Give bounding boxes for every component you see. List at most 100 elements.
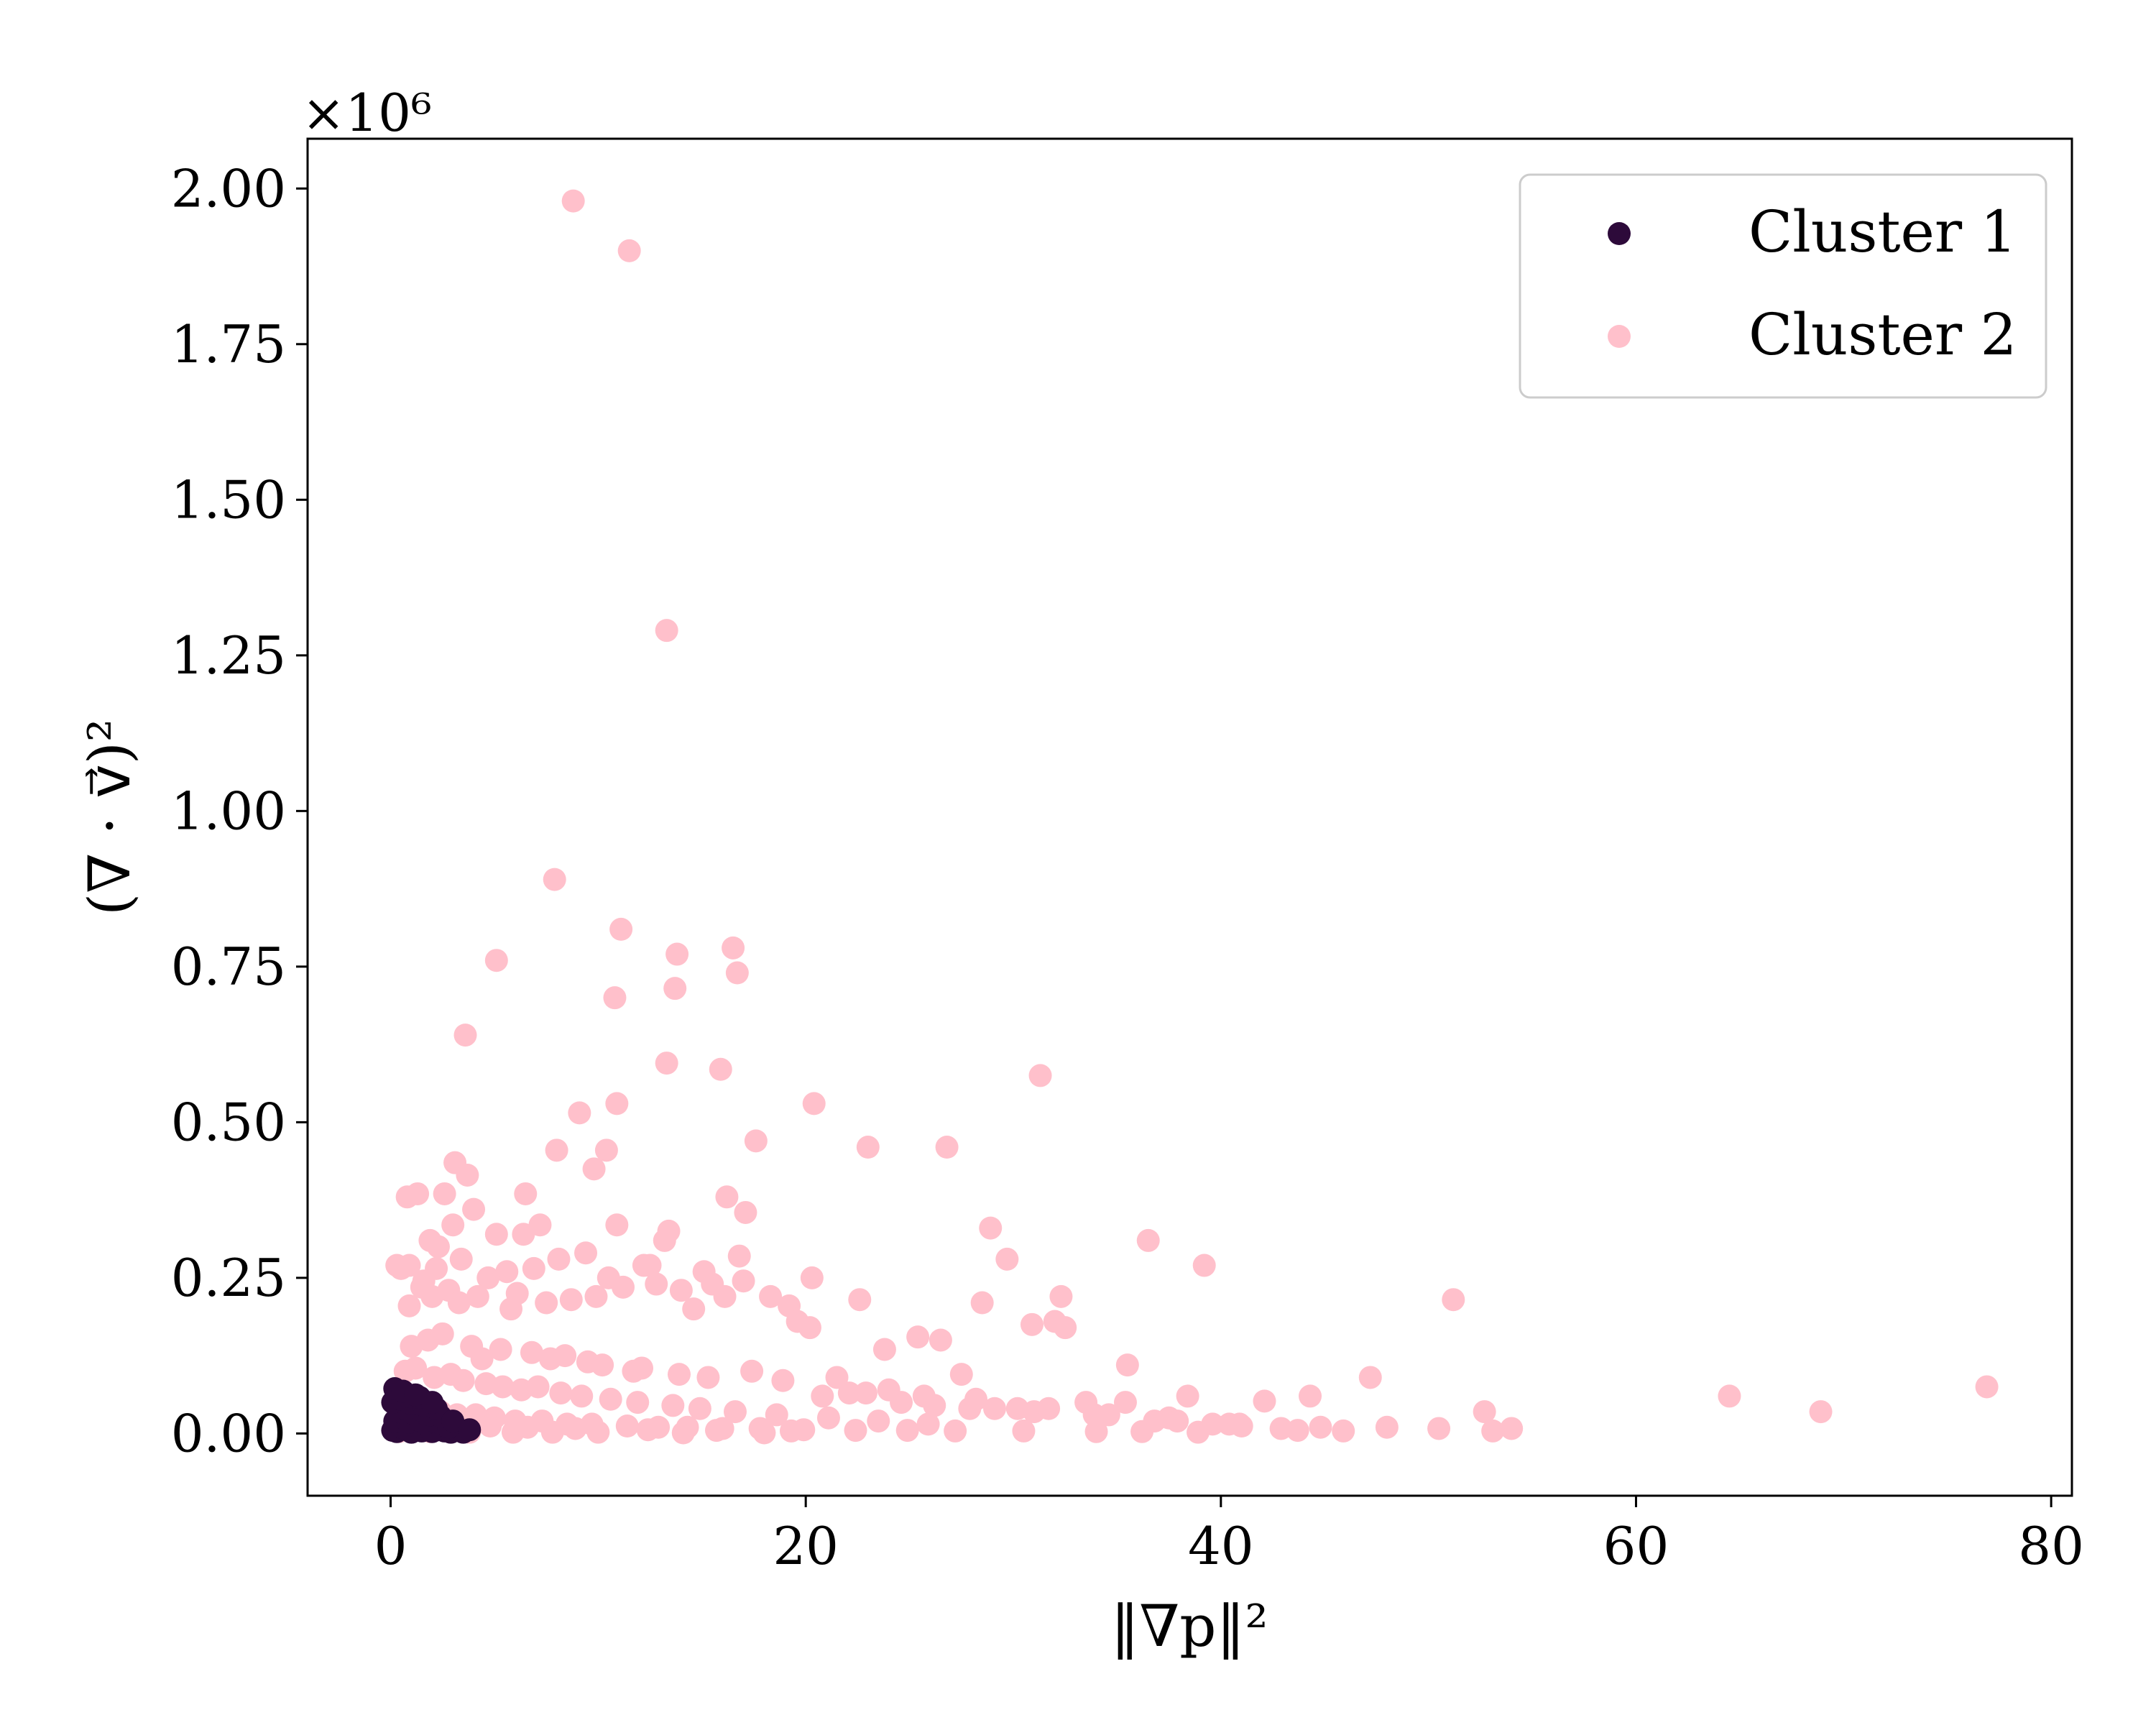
scatter-point-cluster-2 [709,1057,732,1081]
scatter-point-cluster-2 [1176,1384,1199,1408]
scatter-point-cluster-2 [1097,1403,1120,1427]
scatter-point-cluster-2 [723,1400,747,1424]
scatter-point-cluster-2 [406,1182,430,1205]
scatter-point-cluster-2 [867,1409,890,1433]
scatter-point-cluster-2 [512,1223,535,1246]
scatter-point-cluster-2 [688,1397,711,1420]
plot-frame [306,137,2073,1497]
y-tick-label: 1.25 [171,625,286,686]
scatter-point-cluster-2 [476,1266,500,1289]
scatter-point-cluster-2 [547,1247,571,1271]
scatter-point-cluster-2 [441,1213,465,1237]
scatter-point-cluster-2 [495,1260,519,1284]
scatter-point-cluster-2 [626,1391,650,1414]
scatter-point-cluster-2 [935,1136,959,1159]
scatter-point-cluster-2 [630,1356,654,1380]
scatter-point-cluster-2 [983,1397,1007,1420]
scatter-point-cluster-2 [848,1288,872,1312]
scatter-point-cluster-2 [655,619,678,643]
scatter-point-cluster-2 [655,1052,678,1075]
scatter-point-cluster-2 [964,1387,988,1411]
scatter-point-cluster-2 [929,1328,952,1352]
scatter-point-cluster-2 [1192,1254,1216,1277]
scatter-point-cluster-2 [759,1284,783,1308]
scatter-point-cluster-2 [484,949,508,972]
legend-marker-cluster-2 [1608,325,1631,348]
scatter-point-cluster-2 [1020,1312,1044,1336]
scatter-point-cluster-2 [800,1266,824,1289]
scatter-point-cluster-2 [682,1297,706,1321]
scatter-point-cluster-2 [1269,1417,1293,1440]
scatter-point-cluster-2 [825,1366,849,1389]
scatter-point-cluster-2 [725,961,749,985]
scatter-point-cluster-2 [856,1136,880,1159]
scatter-point-cluster-2 [568,1101,591,1125]
scatter-point-cluster-2 [612,1275,635,1299]
scatter-point-cluster-2 [752,1421,776,1445]
scatter-point-cluster-2 [489,1338,512,1361]
scatter-point-cluster-2 [645,1272,668,1296]
scatter-point-cluster-2 [837,1381,861,1405]
y-tick-label: 0.25 [171,1248,286,1308]
scatter-point-cluster-2 [1028,1064,1052,1087]
scatter-point-cluster-2 [1054,1316,1077,1340]
scatter-point-cluster-2 [582,1157,606,1181]
scatter-point-cluster-2 [451,1368,475,1392]
scatter-point-cluster-2 [1012,1419,1036,1443]
y-tick-label: 2.00 [171,158,286,218]
scatter-point-cluster-2 [1227,1412,1251,1436]
scatter-point-cluster-2 [563,1417,587,1440]
scatter-point-cluster-2 [802,1092,826,1116]
scatter-point-cluster-2 [1113,1391,1137,1414]
scatter-point-cluster-2 [584,1284,608,1308]
scatter-point-cluster-2 [462,1197,486,1221]
scatter-point-cluster-2 [665,942,689,966]
scatter-point-cluster-2 [1309,1415,1332,1439]
scatter-point-cluster-2 [653,1228,676,1252]
scatter-point-cluster-2 [1442,1288,1465,1312]
scatter-point-cluster-2 [1286,1419,1309,1443]
scatter-point-cluster-2 [786,1310,809,1333]
x-tick-label: 20 [773,1516,839,1576]
scatter-point-cluster-2 [632,1254,655,1277]
x-tick-label: 40 [1188,1516,1254,1576]
scatter-point-cluster-2 [418,1228,442,1252]
scatter-point-cluster-2 [520,1340,543,1364]
scatter-point-cluster-2 [895,1419,919,1443]
scatter-point-cluster-2 [692,1260,716,1284]
scatter-point-cluster-2 [591,1353,614,1377]
y-tick-label: 0.00 [171,1403,286,1463]
scatter-point-cluster-2 [636,1418,660,1442]
scatter-point-cluster-2 [1332,1419,1355,1443]
scatter-point-cluster-2 [404,1356,428,1380]
scatter-point-cluster-2 [543,868,566,891]
scatter-point-cluster-2 [526,1375,550,1399]
scatter-point-cluster-2 [430,1322,454,1346]
scatter-point-cluster-2 [1473,1400,1496,1424]
x-tick-label: 60 [1603,1516,1669,1576]
scatter-point-cluster-2 [479,1414,502,1438]
scatter-point-cluster-2 [1022,1400,1046,1424]
scatter-point-cluster-2 [906,1325,930,1349]
y-tick-label: 0.75 [171,937,286,997]
legend-box [1519,173,2047,399]
scatter-point-cluster-2 [1718,1384,1741,1408]
scatter-point-cluster-2 [722,936,745,960]
scatter-point-cluster-2 [970,1291,994,1315]
scatter-point-cluster-2 [540,1420,564,1444]
scatter-point-cluster-1 [458,1418,482,1442]
scatter-point-cluster-2 [617,239,641,262]
scatter-point-cluster-2 [501,1420,525,1444]
scatter-point-cluster-2 [995,1247,1019,1271]
y-tick-label: 1.75 [171,314,286,374]
scatter-point-cluster-2 [734,1200,757,1224]
scatter-point-cluster-2 [854,1381,877,1405]
scatter-point-cluster-2 [549,1381,573,1405]
scatter-point-cluster-2 [594,1138,618,1162]
legend-label-cluster-1: Cluster 1 [1749,198,2017,265]
scatter-point-cluster-2 [1358,1366,1382,1389]
scatter-point-cluster-2 [1130,1420,1154,1443]
points-layer [381,189,1999,1445]
scatter-point-cluster-2 [1166,1409,1189,1433]
scatter-point-cluster-2 [456,1163,479,1187]
